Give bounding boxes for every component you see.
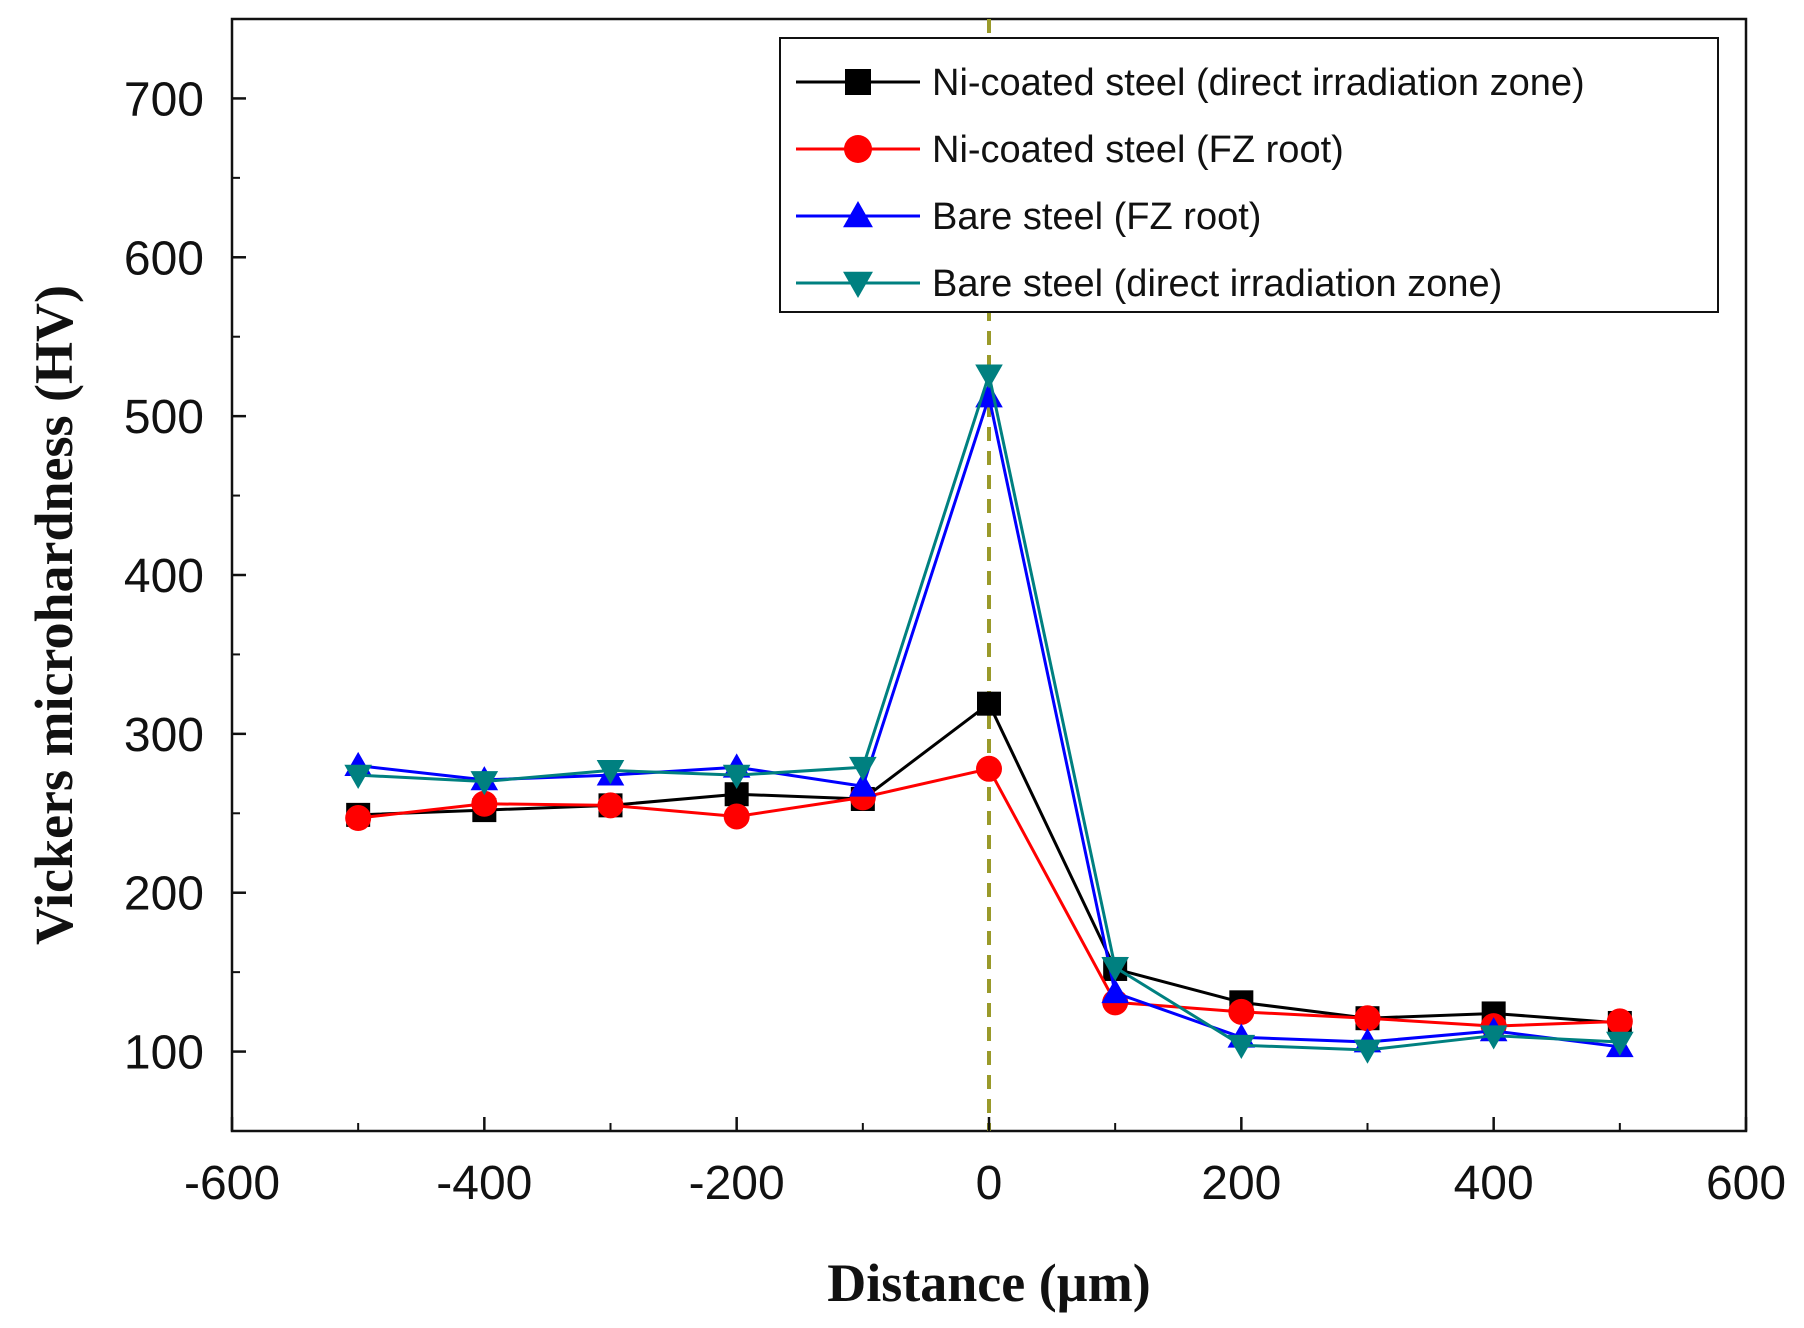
x-tick-label: -600	[184, 1157, 280, 1210]
legend-item: Bare steel (FZ root)	[796, 196, 1261, 238]
y-tick-label: 600	[124, 232, 204, 285]
legend-label: Ni-coated steel (FZ root)	[932, 129, 1344, 171]
legend: Ni-coated steel (direct irradiation zone…	[779, 37, 1719, 313]
data-point	[1228, 998, 1255, 1025]
data-point	[1101, 957, 1129, 982]
data-point	[596, 760, 625, 785]
x-tick-label: 400	[1454, 1157, 1534, 1210]
y-axis-title: Vickers microhardness (HV)	[24, 285, 84, 945]
legend-marker	[845, 69, 871, 95]
y-tick-label: 400	[124, 550, 204, 603]
legend-marker	[844, 135, 872, 163]
legend-label: Bare steel (direct irradiation zone)	[932, 263, 1502, 305]
legend-box	[779, 37, 1719, 313]
data-point	[975, 364, 1003, 389]
legend-label: Bare steel (FZ root)	[932, 196, 1261, 238]
data-point	[977, 691, 1001, 716]
data-point	[849, 756, 877, 782]
data-point	[345, 805, 372, 832]
data-point	[976, 755, 1002, 782]
x-axis-ticks: -600 -400 -200 0 200 400 600	[184, 1117, 1786, 1210]
data-point	[1479, 1025, 1508, 1050]
data-point	[722, 764, 751, 789]
data-point	[1353, 1039, 1382, 1064]
data-point	[1354, 1005, 1381, 1032]
legend-marker	[843, 271, 873, 298]
y-tick-label: 200	[124, 868, 204, 921]
data-point	[1101, 978, 1129, 1004]
data-point	[849, 772, 877, 797]
x-tick-label: -400	[436, 1157, 532, 1210]
legend-item: Ni-coated steel (direct irradiation zone…	[796, 62, 1585, 104]
x-tick-label: -200	[689, 1157, 785, 1210]
data-point	[1227, 1034, 1256, 1060]
data-point	[471, 790, 498, 817]
y-tick-label: 300	[124, 709, 204, 762]
data-point	[1606, 1008, 1633, 1035]
legend-item: Bare steel (direct irradiation zone)	[796, 263, 1502, 305]
legend-label: Ni-coated steel (direct irradiation zone…	[932, 62, 1585, 104]
y-tick-label: 700	[124, 73, 204, 126]
data-point	[344, 764, 372, 789]
legend-item: Ni-coated steel (FZ root)	[796, 129, 1344, 171]
y-axis-ticks: 100 200 300 400 500 600 700	[124, 73, 246, 1080]
data-point	[1606, 1031, 1634, 1056]
legend-marker	[843, 201, 873, 228]
series-layer	[344, 364, 1634, 1064]
series-4	[344, 364, 1634, 1064]
data-point	[723, 803, 750, 830]
y-tick-label: 100	[124, 1027, 204, 1080]
x-axis-title: Distance (µm)	[827, 1253, 1151, 1313]
data-point	[597, 792, 624, 819]
data-point	[470, 771, 499, 796]
x-tick-label: 0	[976, 1157, 1003, 1210]
x-tick-label: 200	[1201, 1157, 1281, 1210]
y-tick-label: 500	[124, 391, 204, 444]
x-tick-label: 600	[1706, 1157, 1786, 1210]
